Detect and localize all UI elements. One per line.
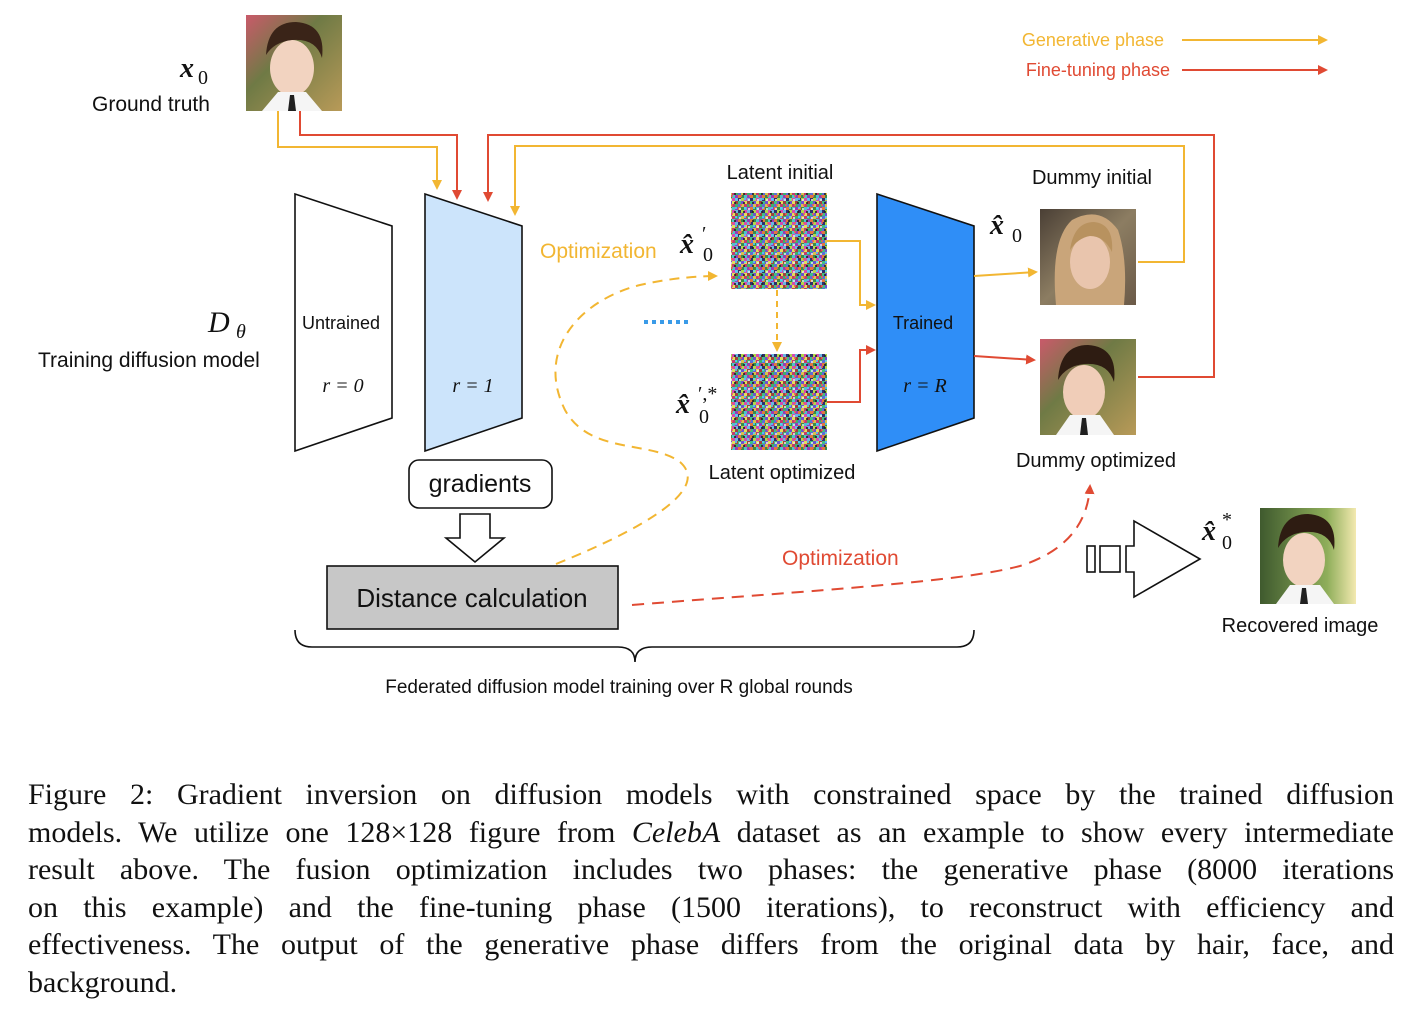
caption-line-2-math: 128×128: [345, 815, 453, 849]
recovered-image: [1260, 508, 1356, 604]
gt-to-r1-red-arrow: [299, 111, 462, 200]
latent-initial-image: [731, 193, 827, 289]
dummy-initial-image: [1040, 209, 1136, 305]
recovered-symbol: x̂ * 0: [1201, 509, 1232, 554]
gradients-down-arrow: [443, 513, 507, 564]
caption-line-2-c: dataset as an example to show every inte…: [720, 815, 1394, 849]
svg-text:θ: θ: [236, 321, 246, 343]
trained-to-dummy-initial-arrow: [973, 267, 1038, 278]
caption-line-4: on this example) and the fine-tuning pha…: [28, 890, 1394, 924]
trained-label: Trained: [893, 313, 953, 333]
dummy-initial-feedback-yellow-arrow: [510, 145, 1185, 263]
ground-truth-symbol: x 0: [179, 53, 208, 89]
untrained-model-shape: [294, 192, 393, 453]
svg-text:x: x: [179, 53, 194, 84]
optimization-red-dashed-curve: [631, 484, 1095, 606]
caption-line-3: result above. The fusion optimization in…: [28, 853, 1394, 886]
svg-text:′: ′: [702, 223, 706, 245]
trained-model-shape: [876, 192, 975, 453]
svg-text:0: 0: [699, 406, 709, 428]
gradients-box: [408, 459, 553, 509]
latent-initial-label: Latent initial: [727, 162, 834, 184]
svg-text:x̂: x̂: [675, 389, 690, 420]
dummy-initial-label: Dummy initial: [1032, 167, 1152, 189]
caption-line-1: Figure 2: Gradient inversion on diffusio…: [28, 778, 1394, 811]
dummy-optimized-feedback-red-arrow: [483, 134, 1215, 378]
latent-optimized-label: Latent optimized: [709, 462, 856, 484]
dummy-optimized-label: Dummy optimized: [1016, 450, 1176, 472]
dummy-initial-symbol: x̂ 0: [989, 210, 1022, 247]
ground-truth-label: Ground truth: [92, 93, 210, 116]
trained-round: r = R: [903, 375, 947, 397]
model-symbol: D θ: [207, 306, 246, 343]
distance-calculation-label: Distance calculation: [356, 583, 587, 613]
optimization-yellow-dashed-curve: [554, 271, 718, 565]
caption-line-6: background.: [28, 965, 178, 999]
latent-initial-symbol: x̂ ′ 0: [679, 223, 713, 266]
untrained-label: Untrained: [302, 313, 380, 333]
caption-line-2-a: models. We utilize one: [28, 815, 346, 849]
svg-text:0: 0: [703, 244, 713, 266]
ground-truth-image: [246, 15, 342, 111]
svg-text:′,*: ′,*: [698, 383, 717, 405]
svg-text:0: 0: [1222, 532, 1232, 554]
distance-calculation-box: [326, 565, 619, 630]
svg-text:*: *: [1222, 509, 1232, 531]
svg-text:D: D: [207, 306, 230, 339]
caption-dataset-name: CelebA: [631, 815, 721, 849]
svg-text:x̂: x̂: [679, 229, 694, 260]
untrained-round: r = 0: [322, 375, 363, 397]
legend-finetune-label: Fine-tuning phase: [1026, 60, 1170, 80]
optimization-yellow-label: Optimization: [540, 240, 657, 263]
optimization-red-label: Optimization: [782, 547, 899, 570]
caption-line-2: models. We utilize one 128×128 figure fr…: [28, 814, 1394, 852]
dummy-optimized-image: [1040, 339, 1136, 435]
latent-optimized-to-trained-arrow: [827, 345, 876, 403]
svg-text:0: 0: [1012, 225, 1022, 247]
round-1-model-shape: [424, 192, 523, 453]
gradients-label: gradients: [429, 470, 532, 498]
caption-line-2-b: figure from: [452, 815, 632, 849]
recovered-label: Recovered image: [1222, 615, 1379, 637]
rounds-brace: [294, 629, 975, 663]
svg-text:x̂: x̂: [989, 210, 1004, 241]
output-hollow-arrow: [1086, 519, 1202, 599]
gt-to-r1-yellow-arrow: [277, 111, 442, 190]
svg-text:0: 0: [198, 67, 208, 89]
legend-generative-label: Generative phase: [1022, 30, 1164, 50]
caption-line-5: effectiveness. The output of the generat…: [28, 928, 1394, 961]
latent-optimized-image: [731, 354, 827, 450]
model-label: Training diffusion model: [38, 349, 260, 372]
trained-to-dummy-optimized-arrow: [973, 354, 1036, 365]
svg-text:x̂: x̂: [1201, 516, 1216, 547]
latent-optimized-symbol: x̂ ′,* 0: [675, 383, 717, 428]
round-1-label: r = 1: [452, 375, 493, 397]
brace-label: Federated diffusion model training over …: [385, 677, 853, 698]
figure-caption: Figure 2: Gradient inversion on diffusio…: [28, 776, 1394, 1001]
latent-initial-to-trained-arrow: [827, 240, 876, 310]
